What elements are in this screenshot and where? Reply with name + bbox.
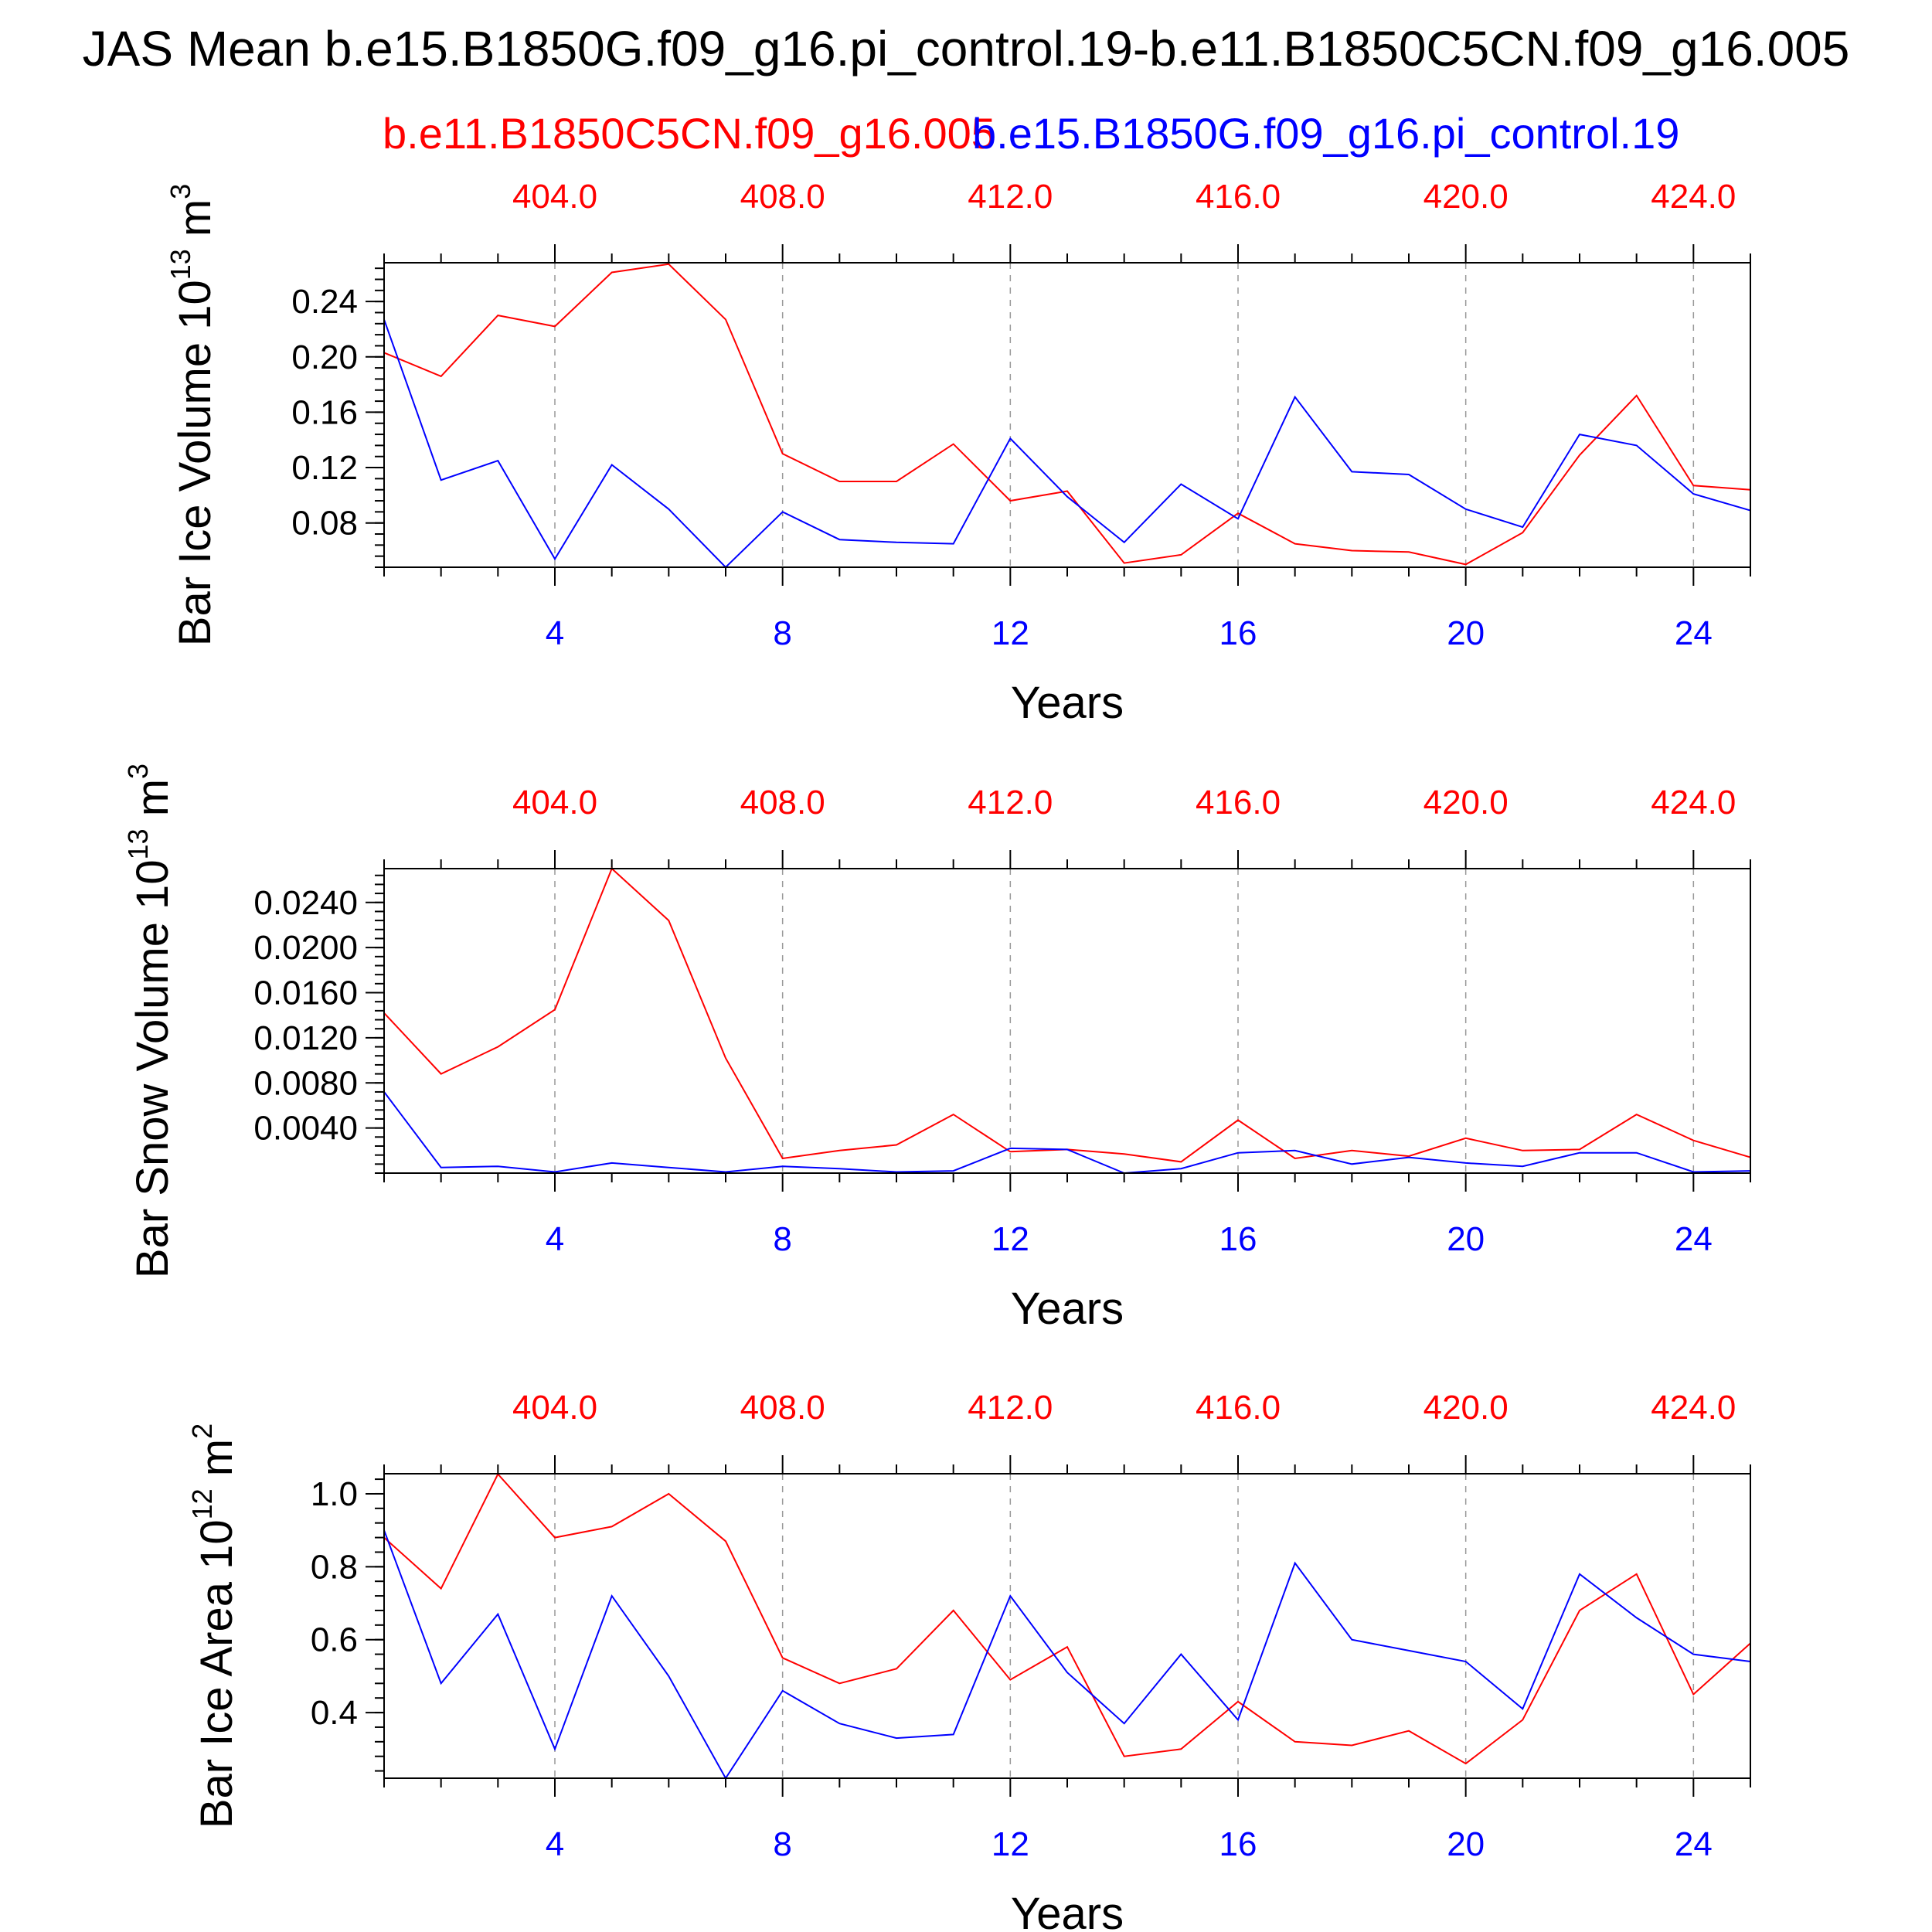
plot-frame (383, 868, 1751, 1174)
series-line-red (383, 867, 1751, 1163)
x-tick-label-bottom: 4 (546, 614, 564, 652)
x-tick-label-bottom: 20 (1447, 1220, 1485, 1258)
y-axis-label-part: m (170, 199, 220, 249)
x-tick-label-top: 420.0 (1423, 1389, 1509, 1427)
panel-2: 4 404.0 8 408.0 12 412.0 16 416.0 20 420.0 24 424.0… (122, 764, 1751, 1334)
x-tick-label-top: 416.0 (1196, 178, 1281, 216)
y-tick-label: 0.12 (291, 449, 358, 487)
y-tick-label: 0.6 (311, 1621, 358, 1659)
y-tick-label: 0.08 (291, 505, 358, 543)
series-line-red (383, 1472, 1751, 1765)
figure-title: JAS Mean b.e15.B1850G.f09_g16.pi_control… (82, 21, 1850, 77)
y-tick-label: 0.8 (311, 1548, 358, 1586)
x-tick-label-top: 408.0 (740, 1389, 825, 1427)
x-tick-label-top: 412.0 (968, 178, 1053, 216)
y-tick-label: 0.24 (291, 283, 358, 321)
y-axis-label: Bar Snow Volume 1013 m3 (122, 764, 178, 1278)
x-tick-label-bottom: 12 (992, 1220, 1029, 1258)
x-tick-label-bottom: 4 (546, 1220, 564, 1258)
x-tick-label-top: 420.0 (1423, 784, 1509, 821)
y-tick-label: 0.0160 (253, 975, 358, 1012)
x-tick-label-bottom: 8 (773, 1220, 791, 1258)
x-tick-label-bottom: 16 (1219, 614, 1257, 652)
y-axis-label: Bar Ice Volume 1013 m3 (165, 184, 220, 646)
x-tick-label-top: 408.0 (740, 178, 825, 216)
x-tick-label-top: 404.0 (512, 784, 597, 821)
x-axis-label: Years (1011, 1889, 1124, 1932)
y-tick-label: 0.0200 (253, 929, 358, 967)
x-tick-label-bottom: 16 (1219, 1220, 1257, 1258)
x-tick-label-bottom: 16 (1219, 1825, 1257, 1863)
x-axis-label: Years (1011, 1284, 1124, 1334)
y-tick-label: 0.20 (291, 338, 358, 376)
subtitle-red-case: b.e11.B1850C5CN.f09_g16.005 (383, 109, 995, 158)
y-axis-label-part: m (128, 779, 178, 828)
y-axis-label-exponent: 2 (186, 1423, 218, 1439)
y-axis-label-part: Bar Snow Volume 10 (128, 859, 178, 1278)
y-tick-label: 0.4 (311, 1694, 358, 1732)
y-tick-label: 1.0 (311, 1475, 358, 1513)
panel-3: 4 404.0 8 408.0 12 412.0 16 416.0 20 420.0 24 424.0… (186, 1389, 1751, 1932)
series-line-blue (383, 1529, 1751, 1780)
panel-1: 4 404.0 8 408.0 12 412.0 16 416.0 20 420.0 24 424.0… (165, 178, 1751, 728)
y-axis-label-exponent: 13 (165, 249, 196, 280)
x-tick-label-top: 416.0 (1196, 784, 1281, 821)
y-axis-label-exponent: 13 (122, 828, 154, 859)
x-tick-label-top: 404.0 (512, 1389, 597, 1427)
series-line-red (383, 263, 1751, 566)
x-tick-label-bottom: 24 (1675, 614, 1713, 652)
x-tick-label-bottom: 12 (992, 1825, 1029, 1863)
series-line-blue (383, 319, 1751, 569)
x-tick-label-bottom: 20 (1447, 1825, 1485, 1863)
plot-frame (383, 262, 1751, 568)
y-tick-label: 0.0080 (253, 1064, 358, 1102)
x-tick-label-top: 424.0 (1651, 178, 1736, 216)
y-tick-label: 0.16 (291, 393, 358, 431)
x-tick-label-bottom: 20 (1447, 614, 1485, 652)
y-axis-label-part: Bar Ice Volume 10 (170, 280, 220, 646)
x-tick-label-top: 412.0 (968, 784, 1053, 821)
x-tick-label-bottom: 24 (1675, 1825, 1713, 1863)
y-tick-label: 0.0040 (253, 1110, 358, 1148)
plot-frame (383, 1473, 1751, 1779)
y-axis-label-exponent: 3 (165, 184, 196, 199)
x-tick-label-top: 424.0 (1651, 1389, 1736, 1427)
x-tick-label-bottom: 4 (546, 1825, 564, 1863)
x-tick-label-bottom: 24 (1675, 1220, 1713, 1258)
y-tick-label: 0.0120 (253, 1019, 358, 1057)
x-tick-label-top: 416.0 (1196, 1389, 1281, 1427)
x-tick-label-bottom: 12 (992, 614, 1029, 652)
x-tick-label-top: 408.0 (740, 784, 825, 821)
x-tick-label-bottom: 8 (773, 1825, 791, 1863)
x-tick-label-bottom: 8 (773, 614, 791, 652)
x-tick-label-top: 404.0 (512, 178, 597, 216)
y-axis-label-exponent: 12 (186, 1488, 218, 1519)
x-tick-label-top: 412.0 (968, 1389, 1053, 1427)
y-axis-label-part: Bar Ice Area 10 (192, 1519, 242, 1828)
y-axis-label-part: m (192, 1439, 242, 1488)
x-axis-label: Years (1011, 678, 1124, 728)
x-tick-label-top: 424.0 (1651, 784, 1736, 821)
subtitle-blue-case: b.e15.B1850G.f09_g16.pi_control.19 (972, 109, 1680, 158)
y-axis-label: Bar Ice Area 1012 m2 (186, 1423, 242, 1828)
y-axis-label-exponent: 3 (122, 764, 154, 779)
y-tick-label: 0.0240 (253, 884, 358, 922)
series-line-blue (383, 1091, 1751, 1175)
x-tick-label-top: 420.0 (1423, 178, 1509, 216)
